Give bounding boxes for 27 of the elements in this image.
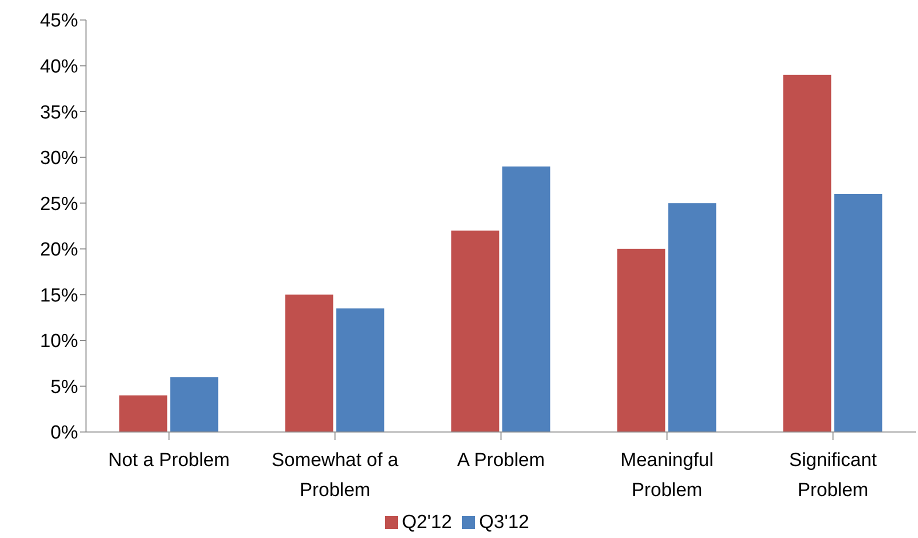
x-tick-label: Somewhat of a Problem — [272, 450, 399, 501]
x-tick-label: Not a Problem — [108, 450, 230, 471]
bar — [119, 395, 168, 432]
x-tick-label: Significant Problem — [789, 450, 878, 501]
y-tick-label: 40% — [40, 56, 78, 78]
y-tick-label: 45% — [40, 10, 78, 32]
bar — [617, 248, 666, 432]
bar — [285, 294, 334, 432]
x-tick-label: Meaningful Problem — [620, 450, 714, 501]
x-tick-label: A Problem — [457, 450, 545, 471]
bar — [783, 74, 832, 432]
legend-label: Q3'12 — [479, 512, 530, 533]
y-tick-label: 25% — [40, 194, 78, 215]
bar — [668, 203, 716, 432]
y-tick-label: 35% — [40, 102, 78, 124]
y-tick-label: 5% — [50, 376, 78, 398]
y-tick-label: 20% — [40, 240, 78, 261]
y-tick-label: 0% — [50, 422, 78, 444]
bar — [170, 377, 218, 432]
bar — [336, 308, 384, 432]
y-tick-label: 10% — [40, 331, 78, 352]
bar — [451, 230, 500, 432]
y-tick-label: 15% — [40, 285, 78, 306]
y-tick-label: 30% — [40, 148, 78, 170]
legend-label: Q2'12 — [402, 512, 452, 533]
bar — [834, 194, 882, 432]
bar — [502, 166, 550, 432]
